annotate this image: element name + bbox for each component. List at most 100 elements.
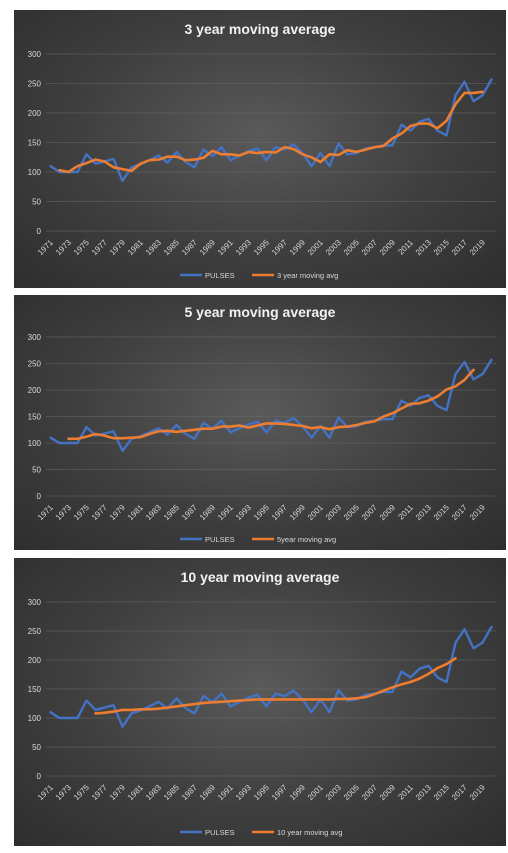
y-tick-label: 200 (28, 386, 42, 395)
y-tick-label: 0 (37, 772, 42, 781)
x-tick-label: 1987 (180, 238, 199, 257)
x-tick-label: 1989 (198, 238, 217, 257)
x-tick-label: 1987 (180, 783, 199, 802)
y-tick-label: 100 (28, 168, 42, 177)
x-tick-label: 2013 (414, 238, 433, 257)
x-tick-label: 2013 (414, 783, 433, 802)
x-tick-label: 1983 (144, 783, 163, 802)
x-tick-label: 1993 (234, 503, 253, 522)
series-line-pulses (49, 78, 493, 183)
x-tick-label: 2015 (432, 503, 451, 522)
x-tick-label: 2001 (306, 783, 325, 802)
chart-title: 3 year moving average (185, 21, 336, 37)
y-tick-label: 50 (32, 466, 41, 475)
x-tick-label: 1995 (252, 783, 271, 802)
x-tick-label: 2003 (324, 503, 343, 522)
y-tick-label: 100 (28, 714, 42, 723)
y-tick-label: 200 (28, 109, 42, 118)
x-tick-label: 2011 (396, 503, 415, 522)
chart-panel-10yr: 10 year moving average 0 50 100 150 200 250 300… (14, 558, 506, 846)
x-tick-label: 1991 (216, 503, 235, 522)
x-tick-label: 1987 (180, 503, 199, 522)
x-tick-label: 2019 (468, 503, 487, 522)
x-tick-label: 1977 (90, 503, 109, 522)
x-tick-label: 1999 (288, 783, 307, 802)
x-tick-label: 2017 (450, 503, 469, 522)
legend-label: PULSES (205, 828, 235, 837)
legend-label: PULSES (205, 271, 235, 280)
y-tick-label: 250 (28, 627, 42, 636)
x-tick-label: 2011 (396, 238, 415, 257)
x-tick-label: 1989 (198, 503, 217, 522)
y-tick-label: 50 (32, 198, 41, 207)
x-tick-label: 1977 (90, 238, 109, 257)
chart-svg: 5 year moving average 0 50 100 150 200 250 300 1… (28, 304, 496, 544)
x-tick-label: 1999 (288, 238, 307, 257)
x-tick-label: 1973 (54, 238, 73, 257)
y-tick-label: 150 (28, 413, 42, 422)
y-tick-label: 150 (28, 685, 42, 694)
x-tick-label: 1997 (270, 503, 289, 522)
x-tick-label: 1985 (162, 503, 181, 522)
x-tick-label: 1971 (36, 503, 55, 522)
x-tick-label: 2017 (450, 783, 469, 802)
x-tick-label: 1993 (234, 783, 253, 802)
x-tick-label: 2013 (414, 503, 433, 522)
x-tick-label: 1991 (216, 783, 235, 802)
x-tick-label: 1997 (270, 783, 289, 802)
y-tick-label: 0 (37, 227, 42, 236)
x-tick-label: 2009 (378, 503, 397, 522)
x-tick-label: 2017 (450, 238, 469, 257)
x-tick-label: 1979 (108, 783, 127, 802)
x-tick-label: 2019 (468, 238, 487, 257)
x-tick-label: 1989 (198, 783, 217, 802)
chart-panel-3yr: 3 year moving average 0 50 100 150 200 250 300 1… (14, 10, 506, 288)
x-tick-label: 1975 (72, 783, 91, 802)
x-tick-label: 1979 (108, 503, 127, 522)
x-tick-label: 2001 (306, 503, 325, 522)
y-tick-label: 150 (28, 139, 42, 148)
x-tick-label: 1997 (270, 238, 289, 257)
x-tick-label: 2007 (360, 503, 379, 522)
x-tick-label: 2003 (324, 238, 343, 257)
series-line-moving-avg (58, 90, 484, 174)
x-tick-label: 1975 (72, 238, 91, 257)
x-tick-label: 2009 (378, 783, 397, 802)
series-line-pulses (49, 358, 493, 453)
x-tick-label: 1971 (36, 238, 55, 257)
x-tick-label: 1973 (54, 503, 73, 522)
y-tick-label: 0 (37, 492, 42, 501)
x-tick-label: 1981 (126, 503, 145, 522)
x-tick-label: 2005 (342, 503, 361, 522)
y-tick-label: 200 (28, 656, 42, 665)
x-tick-label: 2003 (324, 783, 343, 802)
chart-svg: 3 year moving average 0 50 100 150 200 250 300 1… (28, 21, 496, 280)
chart-panel-5yr: 5 year moving average 0 50 100 150 200 250 300 1… (14, 295, 506, 550)
x-tick-label: 1981 (126, 238, 145, 257)
x-tick-label: 1973 (54, 783, 73, 802)
legend-label: 10 year moving avg (277, 828, 342, 837)
x-tick-label: 1985 (162, 783, 181, 802)
x-tick-label: 2015 (432, 783, 451, 802)
chart-title: 10 year moving average (181, 569, 340, 585)
legend-label: PULSES (205, 535, 235, 544)
legend-label: 5year moving avg (277, 535, 336, 544)
y-tick-label: 300 (28, 333, 42, 342)
x-tick-label: 1995 (252, 238, 271, 257)
x-tick-label: 1985 (162, 238, 181, 257)
chart-svg: 10 year moving average 0 50 100 150 200 250 300… (28, 569, 496, 837)
x-tick-label: 1999 (288, 503, 307, 522)
series-line-moving-avg (94, 657, 457, 715)
x-tick-label: 1981 (126, 783, 145, 802)
y-tick-label: 100 (28, 439, 42, 448)
y-tick-label: 300 (28, 50, 42, 59)
x-tick-label: 1993 (234, 238, 253, 257)
x-tick-label: 2001 (306, 238, 325, 257)
x-tick-label: 1971 (36, 783, 55, 802)
x-tick-label: 2007 (360, 238, 379, 257)
x-tick-label: 2007 (360, 783, 379, 802)
x-tick-label: 2005 (342, 783, 361, 802)
x-tick-label: 2009 (378, 238, 397, 257)
series-line-moving-avg (67, 368, 475, 441)
legend-label: 3 year moving avg (277, 271, 338, 280)
